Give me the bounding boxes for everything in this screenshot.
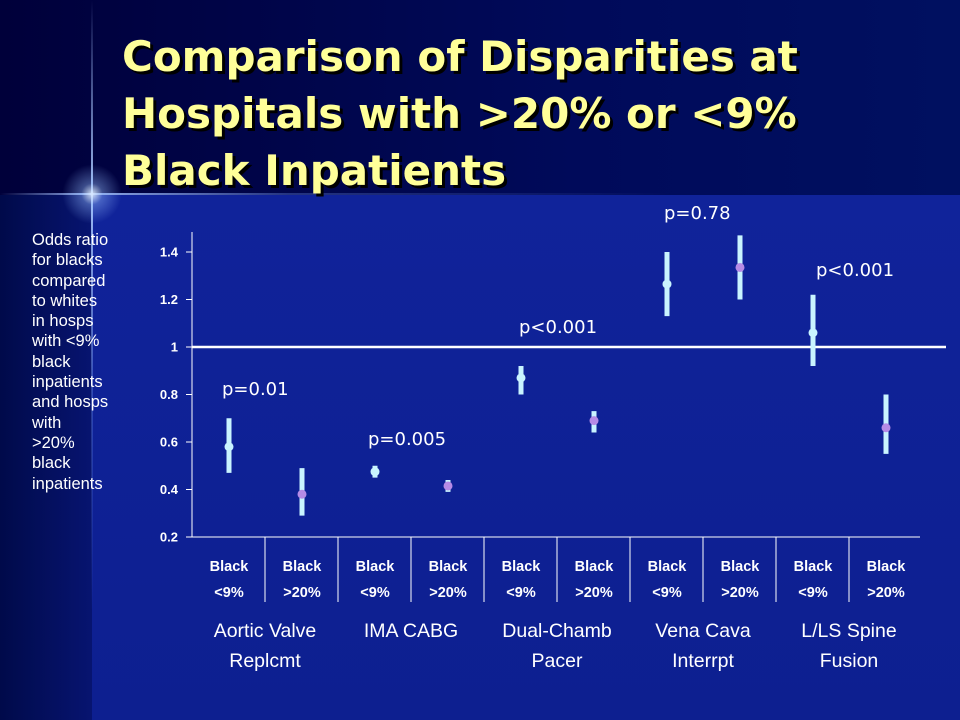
content-background: [92, 195, 960, 720]
x-tick-label: <9%: [798, 585, 828, 601]
y-tick-label: 0.4: [160, 482, 179, 497]
light-flare: [62, 164, 122, 224]
p-value-label: p<0.001: [519, 317, 597, 338]
y-axis-title-line: Odds ratio: [32, 231, 109, 249]
slide-title-line-1: Comparison of Disparities at: [122, 32, 798, 81]
x-tick-label: <9%: [506, 585, 536, 601]
p-value-label: p<0.001: [816, 260, 894, 281]
x-tick-label: <9%: [360, 585, 390, 601]
x-tick-label: Black: [794, 559, 834, 575]
x-tick-label: <9%: [214, 585, 244, 601]
slide-title-line-3: Black Inpatients: [122, 146, 507, 195]
odds-ratio-point: [297, 489, 307, 499]
y-tick-label: 1.4: [160, 245, 179, 260]
x-tick-label: Black: [721, 559, 761, 575]
odds-ratio-point: [443, 481, 453, 491]
y-axis-title-line: >20%: [32, 433, 75, 452]
x-tick-label: >20%: [429, 585, 467, 601]
y-axis-title-line: and hosps: [32, 393, 109, 412]
odds-ratio-point: [881, 423, 891, 433]
x-tick-label: Black: [648, 559, 688, 575]
y-axis-title-line: black: [32, 352, 71, 371]
horizontal-light-streak: [0, 193, 960, 195]
x-tick-label: >20%: [721, 585, 759, 601]
slide-title: Comparison of Disparities at Hospitals w…: [122, 28, 942, 199]
y-axis-title: Odds ratio for blacks compared to whites…: [32, 230, 132, 494]
group-label: L/LS Spine: [801, 620, 896, 642]
group-label: Dual-Chamb: [502, 620, 612, 642]
y-axis-title-line: with: [32, 413, 62, 432]
x-tick-label: Black: [502, 559, 542, 575]
x-tick-label: >20%: [575, 585, 613, 601]
group-label: Aortic Valve: [214, 620, 317, 642]
x-tick-label: Black: [356, 559, 396, 575]
x-tick-label: <9%: [652, 585, 682, 601]
group-label: Vena Cava: [655, 620, 751, 642]
x-tick-label: Black: [283, 559, 323, 575]
x-tick-label: >20%: [283, 585, 321, 601]
odds-ratio-point: [589, 416, 599, 426]
x-tick-label: >20%: [867, 585, 905, 601]
odds-ratio-point: [735, 262, 745, 272]
y-axis-title-line: in hosps: [32, 312, 94, 331]
y-axis-title-line: to whites: [32, 291, 98, 310]
x-tick-label: Black: [210, 559, 250, 575]
p-value-label: p=0.78: [664, 203, 731, 224]
vertical-light-streak: [91, 0, 93, 720]
x-tick-label: Black: [429, 559, 469, 575]
y-axis-title-line: compared: [32, 271, 106, 290]
y-axis-title-line: black: [32, 454, 71, 473]
title-band-background: [0, 0, 960, 195]
y-axis-title-line: with <9%: [32, 332, 100, 351]
odds-ratio-point: [224, 442, 234, 452]
y-axis-title-line: inpatients: [32, 373, 103, 392]
group-label: Interrpt: [672, 650, 734, 672]
x-tick-label: Black: [575, 559, 615, 575]
group-label: Replcmt: [229, 650, 301, 672]
group-label: Fusion: [820, 650, 879, 672]
p-value-label: p=0.01: [222, 379, 289, 400]
y-tick-label: 0.8: [160, 387, 178, 402]
odds-ratio-point: [808, 328, 818, 338]
odds-ratio-point: [370, 467, 380, 477]
y-tick-label: 0.2: [160, 530, 178, 545]
y-tick-label: 1.2: [160, 292, 178, 307]
y-tick-label: 0.6: [160, 435, 178, 450]
y-axis-title-line: for blacks: [32, 251, 103, 270]
left-band-background: [0, 195, 92, 720]
odds-ratio-point: [516, 373, 526, 383]
group-label: IMA CABG: [364, 620, 458, 642]
odds-ratio-point: [662, 279, 672, 289]
p-value-label: p=0.005: [368, 429, 446, 450]
group-label: Pacer: [532, 650, 583, 672]
slide-title-line-2: Hospitals with >20% or <9%: [122, 89, 797, 138]
y-axis-title-line: inpatients: [32, 474, 103, 493]
x-tick-label: Black: [867, 559, 907, 575]
y-tick-label: 1: [171, 340, 178, 355]
